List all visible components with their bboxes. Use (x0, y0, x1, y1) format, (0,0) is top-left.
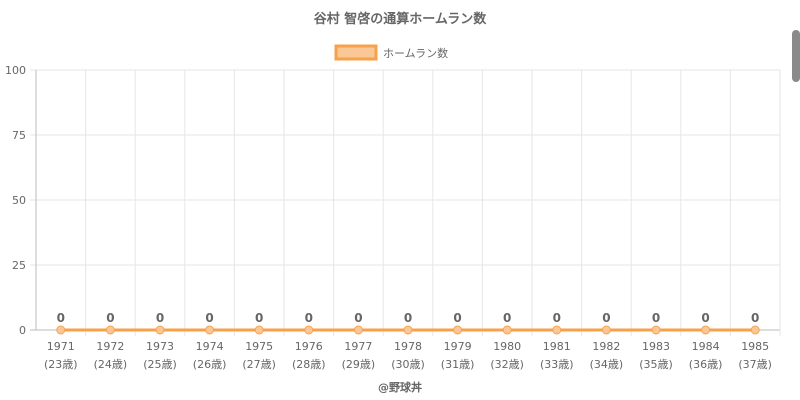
x-tick-age-label: (34歳) (590, 358, 624, 371)
data-point[interactable] (105, 325, 115, 335)
x-tick-age-label: (23歳) (44, 358, 78, 371)
data-point[interactable] (205, 325, 215, 335)
y-tick-label: 25 (12, 259, 26, 272)
data-point[interactable] (453, 325, 463, 335)
data-point[interactable] (552, 325, 562, 335)
legend[interactable]: ホームラン数 (334, 44, 448, 61)
data-point[interactable] (353, 325, 363, 335)
x-tick-age-label: (26歳) (193, 358, 227, 371)
y-tick-label: 0 (19, 324, 26, 337)
data-label: 0 (156, 311, 164, 325)
x-tick-age-label: (27歳) (242, 358, 276, 371)
data-labels: 0 0 0 0 0 0 0 0 0 0 0 0 0 0 0 (57, 311, 760, 325)
data-label: 0 (255, 311, 263, 325)
data-point[interactable] (502, 325, 512, 335)
x-tick-age-label: (35歳) (639, 358, 673, 371)
data-point[interactable] (651, 325, 661, 335)
data-point[interactable] (254, 325, 264, 335)
data-label: 0 (652, 311, 660, 325)
x-tick-label: 1980 (493, 340, 521, 353)
x-tick-label: 1984 (692, 340, 720, 353)
data-point[interactable] (403, 325, 413, 335)
x-tick-label: 1979 (444, 340, 472, 353)
x-axis: 1971 (23歳) 1972 (24歳) 1973 (25歳) 1974 (26歳) 1975… (44, 340, 772, 371)
data-label: 0 (751, 311, 759, 325)
x-tick-age-label: (36歳) (689, 358, 723, 371)
credit-label: @野球丼 (378, 380, 422, 394)
x-tick-age-label: (28歳) (292, 358, 326, 371)
x-tick-label: 1982 (592, 340, 620, 353)
data-label: 0 (57, 311, 65, 325)
data-point[interactable] (601, 325, 611, 335)
y-tick-label: 100 (5, 64, 26, 77)
x-tick-age-label: (33歳) (540, 358, 574, 371)
data-label: 0 (205, 311, 213, 325)
x-tick-label: 1985 (741, 340, 769, 353)
x-tick-age-label: (37歳) (738, 358, 772, 371)
legend-label: ホームラン数 (383, 47, 448, 60)
x-tick-label: 1978 (394, 340, 422, 353)
x-tick-label: 1977 (344, 340, 372, 353)
scrollbar-thumb[interactable] (792, 30, 800, 82)
data-point[interactable] (155, 325, 165, 335)
x-tick-label: 1981 (543, 340, 571, 353)
data-label: 0 (106, 311, 114, 325)
series-home-runs (56, 325, 760, 335)
x-tick-age-label: (32歳) (490, 358, 524, 371)
y-axis: 0 25 50 75 100 (5, 64, 26, 337)
x-tick-label: 1973 (146, 340, 174, 353)
y-tick-label: 75 (12, 129, 26, 142)
x-tick-age-label: (25歳) (143, 358, 177, 371)
data-point[interactable] (56, 325, 66, 335)
data-point[interactable] (304, 325, 314, 335)
data-label: 0 (354, 311, 362, 325)
data-label: 0 (602, 311, 610, 325)
data-label: 0 (701, 311, 709, 325)
grid-lines (30, 69, 781, 336)
x-tick-age-label: (24歳) (94, 358, 128, 371)
x-tick-age-label: (31歳) (441, 358, 475, 371)
x-tick-label: 1976 (295, 340, 323, 353)
x-tick-label: 1971 (47, 340, 75, 353)
data-label: 0 (553, 311, 561, 325)
data-label: 0 (453, 311, 461, 325)
data-label: 0 (404, 311, 412, 325)
data-point[interactable] (750, 325, 760, 335)
x-tick-age-label: (30歳) (391, 358, 425, 371)
data-label: 0 (305, 311, 313, 325)
x-tick-label: 1974 (196, 340, 224, 353)
y-tick-label: 50 (12, 194, 26, 207)
legend-swatch (334, 44, 378, 61)
x-tick-age-label: (29歳) (342, 358, 376, 371)
chart-title: 谷村 智啓の通算ホームラン数 (314, 11, 487, 27)
x-tick-label: 1972 (96, 340, 124, 353)
data-label: 0 (503, 311, 511, 325)
x-tick-label: 1983 (642, 340, 670, 353)
x-tick-label: 1975 (245, 340, 273, 353)
data-point[interactable] (701, 325, 711, 335)
